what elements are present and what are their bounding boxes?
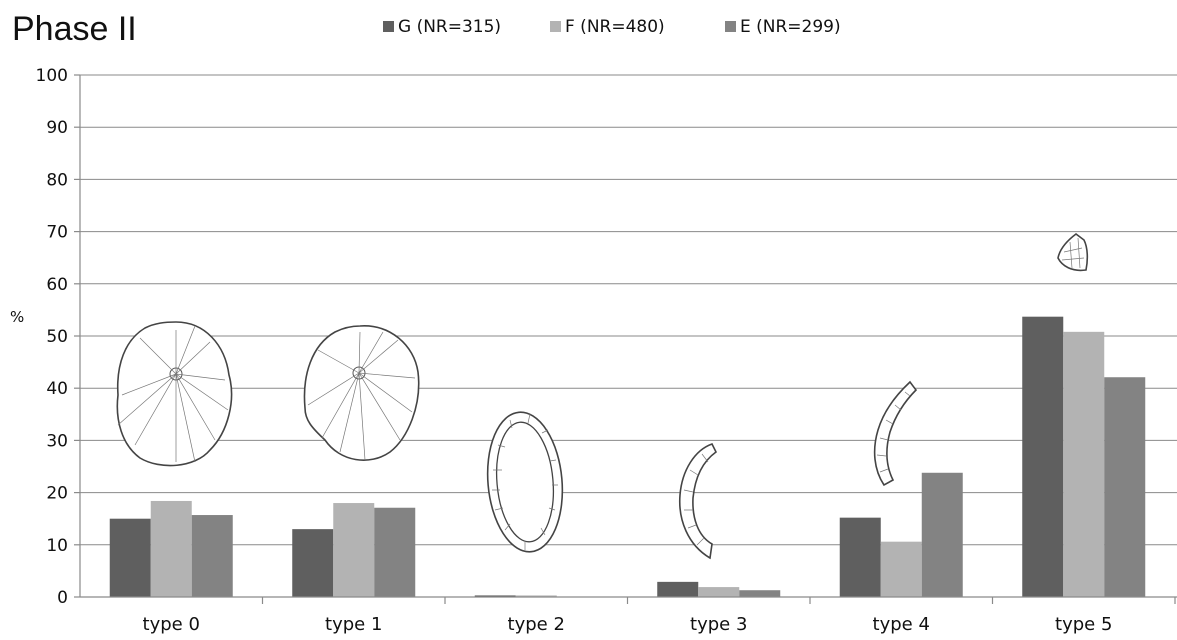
legend-label: E (NR=299) [740,17,841,37]
legend-swatch [383,21,394,32]
y-tick-label: 70 [46,223,68,243]
y-axis-label: % [10,308,24,326]
legend-label: F (NR=480) [565,17,665,37]
bar-5-0 [1022,317,1063,597]
type-3-fragment-illustration [680,444,716,558]
bar-3-0 [657,582,698,597]
bar-0-0 [110,519,151,597]
y-tick-label: 90 [46,118,68,138]
bar-3-1 [698,587,739,597]
legend-swatch [725,21,736,32]
x-tick-label: type 4 [873,614,930,635]
x-tick-label: type 0 [143,614,200,635]
y-tick-label: 100 [36,66,68,86]
bars [110,317,1146,597]
bar-1-2 [374,508,415,597]
bar-3-2 [739,590,780,597]
type-2-ring-illustration [482,409,568,555]
y-tick-label: 0 [57,588,68,608]
y-tick-label: 10 [46,536,68,556]
x-tick-label: type 3 [690,614,747,635]
bar-4-2 [922,473,963,597]
bar-5-1 [1063,332,1104,597]
y-tick-label: 40 [46,379,68,399]
chart-title: Phase II [12,10,137,48]
gridlines [80,75,1177,545]
y-tick-label: 80 [46,170,68,190]
bar-1-1 [333,503,374,597]
bar-4-1 [881,542,922,597]
bar-0-2 [192,515,233,597]
legend-label: G (NR=315) [398,17,501,37]
bar-1-0 [292,529,333,597]
bar-4-0 [840,518,881,597]
y-tick-label: 20 [46,484,68,504]
y-axis-ticks: 0 10 20 30 40 50 60 70 80 90 100 [36,66,80,608]
type-0-shell-illustration [117,322,231,466]
y-tick-label: 60 [46,275,68,295]
x-tick-label: type 2 [508,614,565,635]
x-axis-ticks [263,597,1176,604]
y-tick-label: 50 [46,327,68,347]
bar-5-2 [1104,377,1145,597]
x-tick-label: type 1 [325,614,382,635]
legend-swatch [550,21,561,32]
x-axis-tick-labels: type 0 type 1 type 2 type 3 type 4 type 5 [143,614,1113,635]
y-tick-label: 30 [46,431,68,451]
legend: G (NR=315) F (NR=480) E (NR=299) [383,17,841,37]
bar-0-1 [151,501,192,597]
type-4-fragment-illustration [875,382,916,485]
x-tick-label: type 5 [1055,614,1112,635]
type-5-fragment-illustration [1058,234,1087,270]
